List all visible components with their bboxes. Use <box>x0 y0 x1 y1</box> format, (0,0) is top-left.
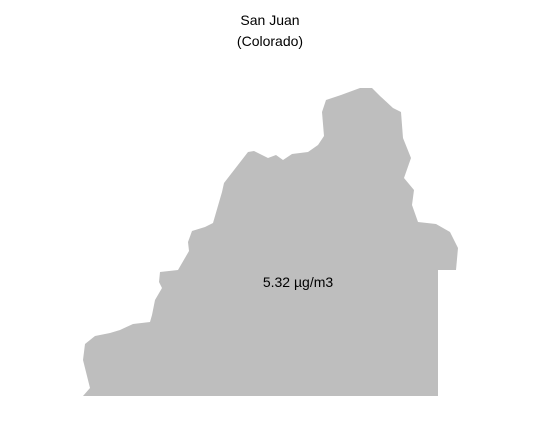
map-title: San Juan <box>240 12 300 28</box>
value-label: 5.32 µg/m3 <box>262 274 334 290</box>
county-shape <box>83 88 458 396</box>
map-subtitle: (Colorado) <box>236 33 304 49</box>
